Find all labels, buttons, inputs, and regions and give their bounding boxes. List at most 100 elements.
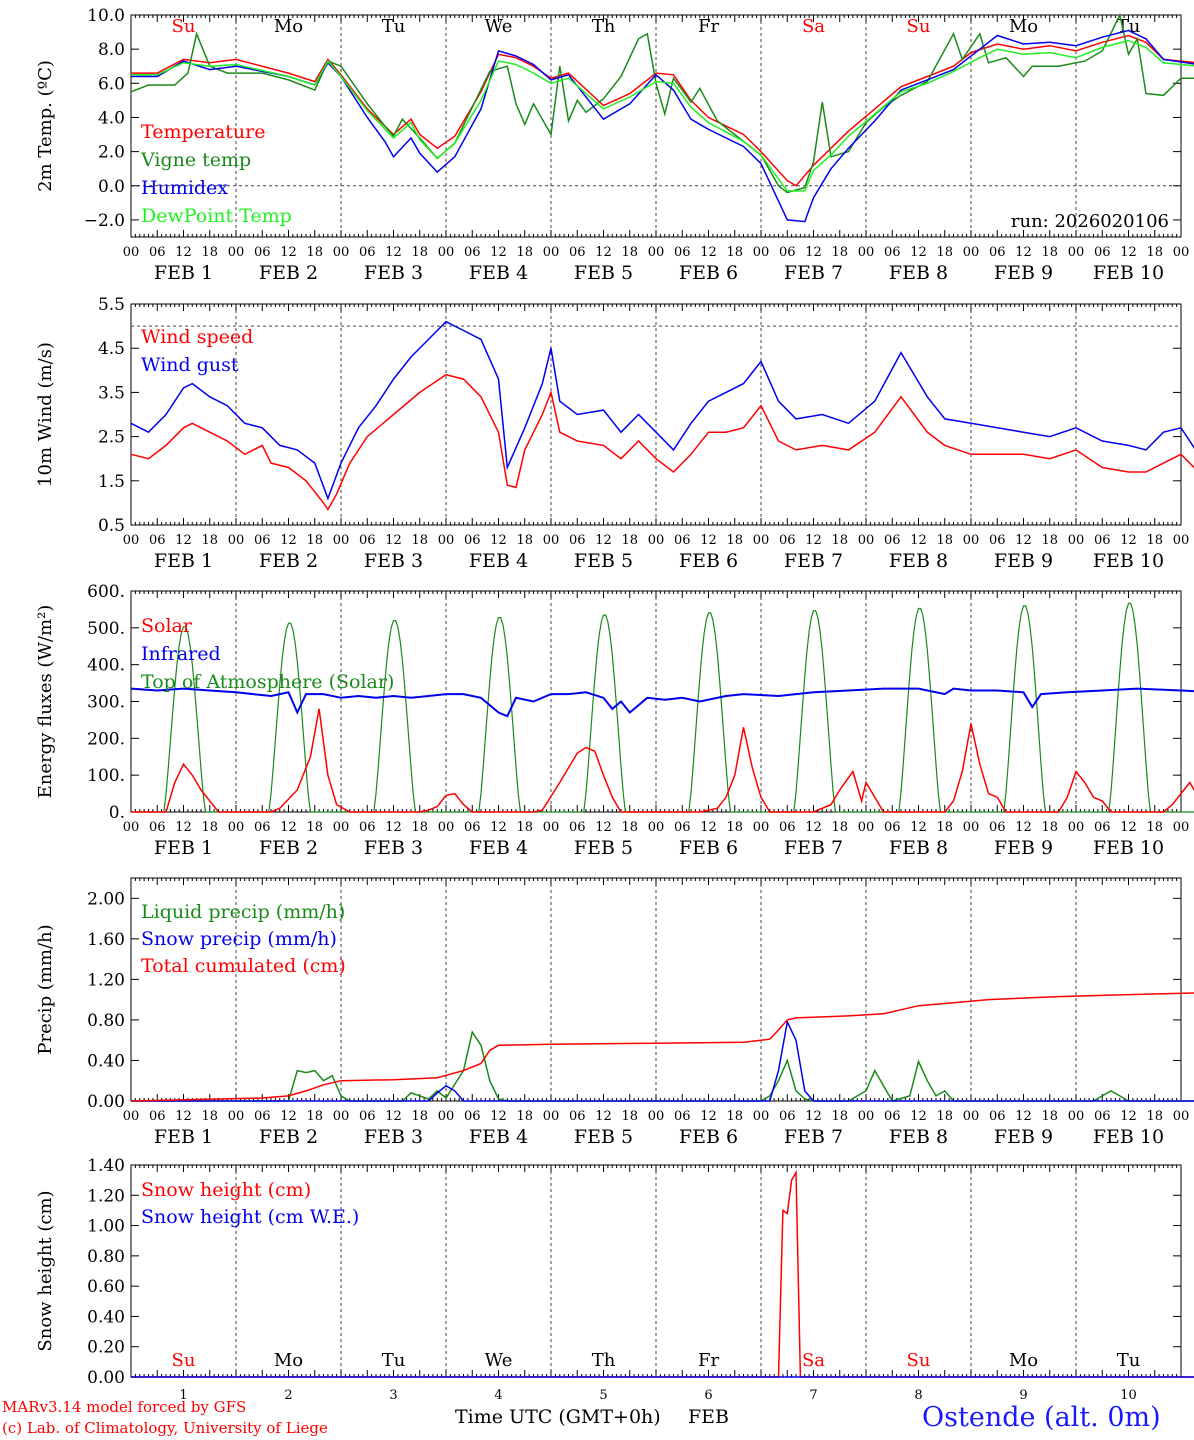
x-hour-label: 00: [543, 245, 560, 260]
x-hour-label: 12: [805, 1109, 822, 1124]
x-hour-label: 00: [228, 245, 245, 260]
x-hour-label: 00: [333, 245, 350, 260]
x-hour-label: 00: [333, 820, 350, 835]
y-tick-label: 0.: [109, 803, 125, 823]
x-hour-label: 12: [1015, 1109, 1032, 1124]
weekday-label: We: [485, 16, 513, 37]
weekday-label: Su: [172, 16, 196, 37]
x-hour-label: 18: [516, 245, 533, 260]
wind-panel: 0.5 1.5 2.5 3.5 4.5 5.5 10m Wind (m/s) 00 06 12 18…: [35, 295, 1194, 572]
x-hour-label: 00: [963, 820, 980, 835]
day-number-label: 8: [914, 1388, 922, 1403]
run-label: run: 2026020106: [1011, 211, 1169, 232]
x-date-label: FEB 7: [784, 837, 843, 859]
x-hour-label: 06: [884, 245, 901, 260]
weekday-label: Tu: [382, 1350, 406, 1371]
x-hour-label: 06: [884, 1109, 901, 1124]
x-hour-label: 06: [569, 533, 586, 548]
x-hour-label: 18: [306, 1109, 323, 1124]
x-hour-label: 00: [648, 533, 665, 548]
x-hour-label: 18: [831, 245, 848, 260]
y-tick-label: 0.80: [87, 1247, 125, 1267]
x-hour-label: 06: [674, 820, 691, 835]
x-date-label: FEB 4: [469, 1126, 528, 1148]
y-tick-label: 300.: [87, 693, 125, 713]
precip-series-1-line: [131, 1019, 1194, 1102]
x-hour-label: 06: [464, 533, 481, 548]
x-date-label: FEB 8: [889, 1126, 948, 1148]
x-date-label: FEB 1: [154, 837, 213, 859]
x-hour-label: 00: [753, 1109, 770, 1124]
x-hour-label: 12: [910, 533, 927, 548]
x-hour-label: 00: [543, 820, 560, 835]
x-hour-label: 00: [543, 1109, 560, 1124]
x-date-label: FEB 2: [259, 550, 318, 572]
x-hour-label: 12: [490, 820, 507, 835]
x-hour-label: 18: [306, 533, 323, 548]
x-hour-label: 12: [385, 1109, 402, 1124]
x-hour-label: 00: [963, 1109, 980, 1124]
temperature-series-2-line: [131, 29, 1194, 223]
time-axis-label: Time UTC (GMT+0h): [455, 1406, 661, 1428]
x-date-label: FEB 3: [364, 550, 423, 572]
x-hour-label: 00: [858, 245, 875, 260]
x-hour-label: 12: [175, 1109, 192, 1124]
x-hour-label: 18: [411, 1109, 428, 1124]
x-hour-label: 00: [543, 533, 560, 548]
x-date-label: FEB 2: [259, 837, 318, 859]
x-hour-label: 18: [936, 533, 953, 548]
weekday-label: Su: [907, 1350, 931, 1371]
wind-legend-1: Wind gust: [141, 354, 239, 376]
x-hour-label: 06: [569, 820, 586, 835]
toa-solar-line: [131, 602, 1194, 813]
x-hour-label: 00: [228, 533, 245, 548]
x-hour-label: 18: [936, 1109, 953, 1124]
y-tick-label: 600.: [87, 582, 125, 602]
x-hour-label: 18: [411, 533, 428, 548]
x-hour-label: 00: [753, 533, 770, 548]
x-hour-label: 12: [910, 1109, 927, 1124]
y-tick-label: 4.0: [98, 108, 125, 128]
x-hour-label: 00: [753, 245, 770, 260]
x-hour-label: 00: [438, 1109, 455, 1124]
x-date-label: FEB 4: [469, 837, 528, 859]
x-hour-label: 18: [726, 1109, 743, 1124]
x-date-label: FEB 7: [784, 550, 843, 572]
energy-legend-0: Solar: [141, 615, 193, 637]
x-date-label: FEB 3: [364, 1126, 423, 1148]
x-hour-label: 00: [1068, 820, 1085, 835]
weekday-label: Fr: [698, 16, 719, 37]
x-hour-label: 18: [831, 820, 848, 835]
energy-series-0-line: [131, 708, 1194, 813]
x-date-label: FEB 6: [679, 1126, 738, 1148]
temperature-legend-0: Temperature: [141, 121, 265, 143]
y-tick-label: 10.0: [87, 6, 125, 26]
x-hour-label: 00: [438, 533, 455, 548]
x-hour-label: 12: [175, 245, 192, 260]
x-hour-label: 06: [1094, 245, 1111, 260]
x-hour-label: 00: [648, 1109, 665, 1124]
weekday-label: Th: [592, 16, 616, 37]
temperature-series-1-line: [130, 12, 1194, 194]
x-hour-label: 12: [700, 533, 717, 548]
x-hour-label: 18: [411, 245, 428, 260]
x-hour-label: 06: [149, 820, 166, 835]
y-tick-label: 0.0: [98, 177, 125, 197]
x-hour-label: 12: [1120, 533, 1137, 548]
y-tick-label: 500.: [87, 619, 125, 639]
weekday-label: Sa: [802, 1350, 825, 1371]
weekday-label: Fr: [698, 1350, 719, 1371]
y-tick-label: 0.00: [87, 1092, 125, 1112]
precip-legend-2: Total cumulated (cm): [141, 955, 346, 977]
snow-legend-0: Snow height (cm): [141, 1179, 311, 1201]
footer-credit-1: MARv3.14 model forced by GFS: [2, 1398, 247, 1416]
x-hour-label: 18: [201, 820, 218, 835]
x-hour-label: 12: [595, 245, 612, 260]
x-hour-label: 06: [359, 820, 376, 835]
x-hour-label: 18: [831, 533, 848, 548]
x-hour-label: 12: [385, 533, 402, 548]
x-hour-label: 12: [1120, 245, 1137, 260]
x-hour-label: 06: [254, 245, 271, 260]
x-hour-label: 06: [254, 533, 271, 548]
